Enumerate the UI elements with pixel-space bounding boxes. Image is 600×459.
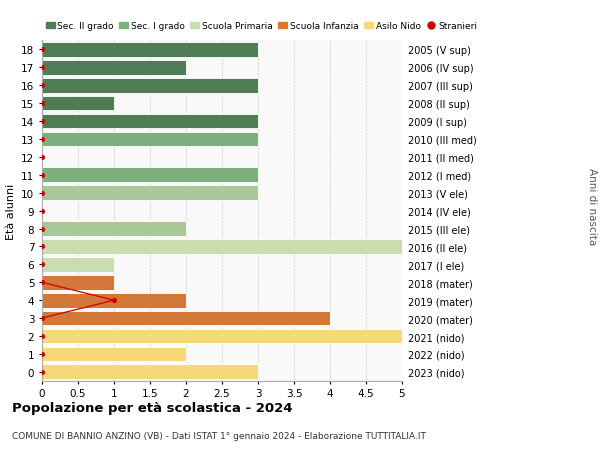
Text: Popolazione per età scolastica - 2024: Popolazione per età scolastica - 2024 bbox=[12, 401, 293, 414]
Bar bbox=[42, 293, 186, 308]
Bar bbox=[42, 240, 402, 254]
Bar bbox=[42, 257, 114, 272]
Point bbox=[37, 243, 47, 251]
Point bbox=[37, 225, 47, 233]
Point bbox=[37, 46, 47, 54]
Bar bbox=[42, 61, 186, 75]
Bar bbox=[42, 132, 258, 147]
Text: COMUNE DI BANNIO ANZINO (VB) - Dati ISTAT 1° gennaio 2024 - Elaborazione TUTTITA: COMUNE DI BANNIO ANZINO (VB) - Dati ISTA… bbox=[12, 431, 426, 440]
Bar bbox=[42, 186, 258, 201]
Point bbox=[37, 154, 47, 161]
Bar bbox=[42, 168, 258, 183]
Bar bbox=[42, 365, 258, 379]
Point bbox=[37, 369, 47, 376]
Bar bbox=[42, 347, 186, 362]
Bar bbox=[42, 275, 114, 290]
Bar bbox=[42, 78, 258, 93]
Point bbox=[37, 190, 47, 197]
Point bbox=[37, 64, 47, 72]
Bar bbox=[42, 329, 402, 344]
Point bbox=[37, 136, 47, 143]
Point bbox=[37, 172, 47, 179]
Point bbox=[37, 315, 47, 322]
Y-axis label: Età alunni: Età alunni bbox=[5, 183, 16, 239]
Bar bbox=[42, 222, 186, 236]
Point bbox=[109, 297, 119, 304]
Point bbox=[37, 333, 47, 340]
Legend: Sec. II grado, Sec. I grado, Scuola Primaria, Scuola Infanzia, Asilo Nido, Stran: Sec. II grado, Sec. I grado, Scuola Prim… bbox=[42, 18, 481, 34]
Bar bbox=[42, 114, 258, 129]
Point bbox=[37, 261, 47, 269]
Bar bbox=[42, 43, 258, 57]
Point bbox=[37, 82, 47, 90]
Point bbox=[37, 207, 47, 215]
Point bbox=[37, 351, 47, 358]
Point bbox=[37, 118, 47, 125]
Point bbox=[37, 279, 47, 286]
Text: Anni di nascita: Anni di nascita bbox=[587, 168, 597, 245]
Bar bbox=[42, 311, 330, 326]
Bar bbox=[42, 96, 114, 111]
Point bbox=[37, 100, 47, 107]
